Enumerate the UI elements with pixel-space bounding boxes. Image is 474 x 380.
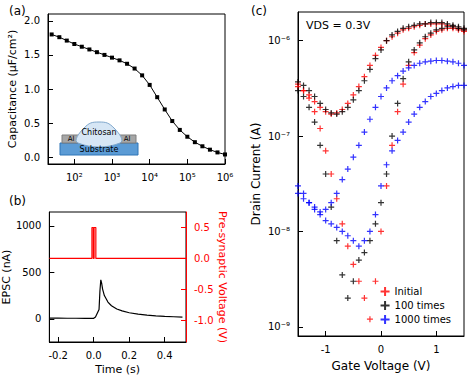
svg-text:-0.2: -0.2	[48, 350, 68, 361]
svg-text:Capacitance (μF/cm²): Capacitance (μF/cm²)	[6, 30, 19, 148]
svg-text:0.5: 0.5	[194, 222, 210, 233]
svg-text:Time (s): Time (s)	[94, 363, 140, 376]
svg-text:10⁴: 10⁴	[141, 172, 158, 183]
svg-text:1: 1	[433, 344, 439, 355]
svg-text:Initial: Initial	[395, 286, 423, 297]
svg-text:0.5: 0.5	[24, 118, 40, 129]
svg-text:10⁻⁹: 10⁻⁹	[268, 321, 290, 332]
svg-text:Substrate: Substrate	[80, 145, 119, 154]
svg-text:Chitosan: Chitosan	[81, 128, 116, 137]
svg-text:1000: 1000	[16, 220, 41, 231]
svg-text:1.0: 1.0	[24, 84, 40, 95]
svg-text:(b): (b)	[9, 194, 26, 208]
svg-text:Al: Al	[124, 135, 131, 143]
svg-text:10²: 10²	[66, 172, 83, 183]
svg-text:0.0: 0.0	[194, 253, 210, 264]
svg-text:1.5: 1.5	[24, 49, 40, 60]
svg-text:10³: 10³	[104, 172, 121, 183]
svg-text:(c): (c)	[251, 4, 267, 18]
svg-text:10⁻⁷: 10⁻⁷	[268, 131, 290, 142]
svg-text:0: 0	[35, 313, 41, 324]
svg-text:10⁵: 10⁵	[179, 172, 196, 183]
svg-text:Pre-synaptic Voltage (V): Pre-synaptic Voltage (V)	[216, 211, 229, 343]
svg-text:10⁶: 10⁶	[217, 172, 234, 183]
svg-text:-1: -1	[321, 344, 331, 355]
svg-text:(a): (a)	[9, 4, 26, 18]
svg-text:Al: Al	[68, 135, 75, 143]
svg-text:VDS = 0.3V: VDS = 0.3V	[306, 19, 371, 32]
svg-text:Gate Voltage (V): Gate Voltage (V)	[332, 359, 431, 373]
svg-text:Drain Current (A): Drain Current (A)	[249, 123, 263, 226]
svg-text:500: 500	[22, 267, 41, 278]
svg-text:0.2: 0.2	[121, 350, 137, 361]
svg-text:EPSC (nA): EPSC (nA)	[0, 250, 13, 305]
svg-text:0: 0	[378, 344, 384, 355]
svg-text:0.0: 0.0	[24, 152, 40, 163]
svg-text:2.0: 2.0	[24, 15, 40, 26]
svg-text:1000 times: 1000 times	[395, 314, 451, 325]
svg-text:0.0: 0.0	[86, 350, 102, 361]
svg-text:10⁻⁶: 10⁻⁶	[268, 35, 290, 46]
svg-text:0.4: 0.4	[157, 350, 173, 361]
svg-text:-0.5: -0.5	[194, 284, 214, 295]
svg-text:10⁻⁸: 10⁻⁸	[268, 226, 290, 237]
svg-text:100 times: 100 times	[395, 300, 445, 311]
svg-text:-1.0: -1.0	[194, 315, 214, 326]
